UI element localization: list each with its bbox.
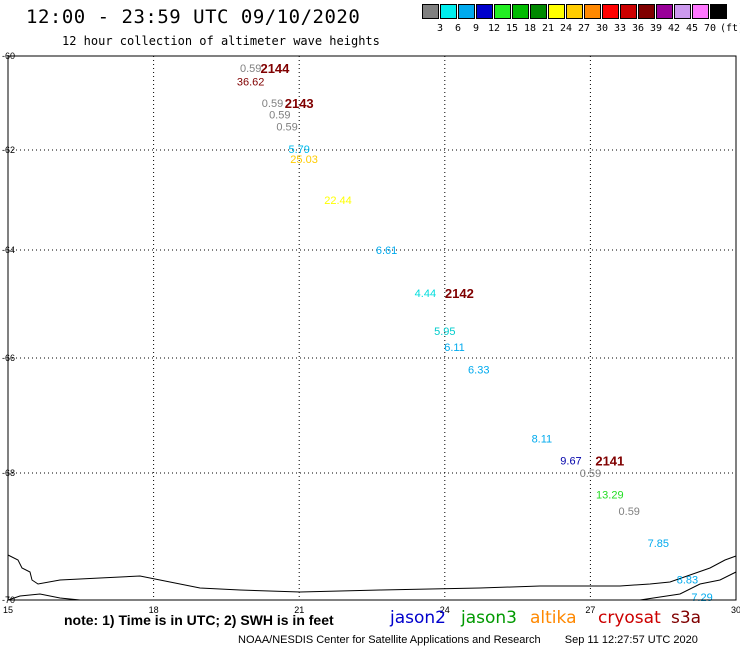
map-frame	[7, 55, 737, 601]
satellite-cryosat-label: cryosat	[598, 608, 661, 628]
map-title: 12:00 - 23:59 UTC 09/10/2020	[26, 6, 361, 28]
coastline	[7, 554, 737, 601]
wave-height-value: 22.44	[324, 195, 352, 207]
legend-swatch	[692, 4, 709, 19]
lon-tick-label: 18	[149, 605, 159, 615]
track-number-label: 2141	[595, 453, 624, 468]
legend-swatch	[566, 4, 583, 19]
wave-height-value: 0.59	[276, 122, 297, 134]
legend-label: 36	[631, 23, 645, 34]
wave-height-value: 5.79	[288, 144, 309, 156]
legend-label: 30	[595, 23, 609, 34]
legend-swatch	[530, 4, 547, 19]
legend-swatch	[674, 4, 691, 19]
wave-height-value: 4.44	[415, 288, 436, 300]
wave-height-value: 0.59	[580, 468, 601, 480]
generated-timestamp: Sep 11 12:27:57 UTC 2020	[564, 634, 698, 646]
legend-swatch	[602, 4, 619, 19]
legend-label: 42	[667, 23, 681, 34]
lat-tick-label: -62	[2, 145, 15, 155]
lat-tick-label: -66	[2, 353, 15, 363]
antarctic-coastline-east	[580, 555, 737, 587]
antarctic-coastline-west	[7, 554, 580, 593]
legend-label: 21	[541, 23, 555, 34]
legend-label: 33	[613, 23, 627, 34]
lon-tick-label: 24	[440, 605, 450, 615]
wave-height-observations: 0.5936.620.590.590.595.7925.0322.446.614…	[237, 63, 713, 604]
wave-height-value: 6.11	[444, 342, 465, 354]
legend-swatch	[620, 4, 637, 19]
wave-height-value: 8.11	[532, 434, 553, 446]
legend-swatch	[476, 4, 493, 19]
lon-tick-label: 27	[585, 605, 595, 615]
legend-unit: (ft)	[720, 23, 740, 34]
map-subtitle: 12 hour collection of altimeter wave hei…	[62, 34, 380, 48]
satellite-jason3-label: jason3	[461, 608, 517, 628]
legend-label: 15	[505, 23, 519, 34]
antarctic-coastline-lower	[7, 571, 737, 601]
legend-swatch	[710, 4, 727, 19]
wave-height-value: 0.59	[262, 98, 283, 110]
lon-tick-label: 21	[294, 605, 304, 615]
footer-note: note: 1) Time is in UTC; 2) SWH is in fe…	[64, 612, 334, 628]
wave-height-value: 25.03	[290, 154, 318, 166]
legend-label: 39	[649, 23, 663, 34]
credit-line: NOAA/NESDIS Center for Satellite Applica…	[238, 634, 698, 646]
legend-swatch	[458, 4, 475, 19]
satellite-s3a-label: s3a	[671, 608, 702, 628]
legend-label: 9	[472, 23, 480, 34]
legend-label: 45	[685, 23, 699, 34]
legend-label: 24	[559, 23, 573, 34]
legend-label: 12	[487, 23, 501, 34]
wave-height-value: 7.85	[648, 538, 669, 550]
credit-text: NOAA/NESDIS Center for Satellite Applica…	[238, 634, 541, 646]
legend-swatch	[440, 4, 457, 19]
satellite-jason2-label: jason2	[390, 608, 446, 628]
wave-height-value: 0.59	[269, 109, 290, 121]
track-number-label: 2143	[285, 96, 314, 111]
track-labels: 2144 2143 2142 2141	[260, 61, 624, 468]
wave-height-value: 8.83	[677, 575, 698, 587]
satellite-altika-label: altika	[530, 608, 577, 628]
legend-label: 3	[436, 23, 444, 34]
wave-height-value: 6.61	[376, 245, 397, 257]
legend-swatch	[584, 4, 601, 19]
legend-label: 70	[703, 23, 717, 34]
graticule: 15 18 21 24 27 30-60-62-64-66-68-70	[2, 51, 740, 615]
wave-height-value: 9.67	[560, 455, 581, 467]
lon-tick-label: 15	[3, 605, 13, 615]
wave-height-value: 0.59	[240, 63, 261, 75]
legend-swatch	[512, 4, 529, 19]
track-number-label: 2144	[260, 61, 290, 76]
wave-height-value: 36.62	[237, 76, 265, 88]
legend-swatch	[548, 4, 565, 19]
lat-tick-label: -64	[2, 245, 15, 255]
legend-swatch	[638, 4, 655, 19]
wave-height-value: 7.29	[691, 592, 712, 604]
track-number-label: 2142	[445, 286, 474, 301]
wave-height-value: 5.95	[434, 326, 455, 338]
wave-height-value: 13.29	[596, 490, 624, 502]
legend-swatch	[422, 4, 439, 19]
wave-height-value: 6.33	[468, 365, 489, 377]
legend-label: 27	[577, 23, 591, 34]
wave-height-value: 0.59	[619, 506, 640, 518]
lon-tick-label: 30	[731, 605, 740, 615]
legend-swatch	[494, 4, 511, 19]
lat-tick-label: -68	[2, 468, 15, 478]
legend-swatch	[656, 4, 673, 19]
legend-label: 6	[454, 23, 462, 34]
legend-label: 18	[523, 23, 537, 34]
